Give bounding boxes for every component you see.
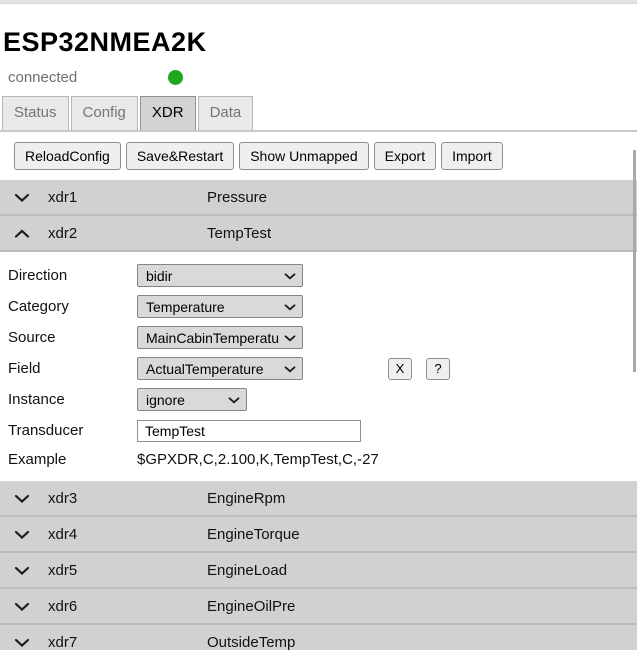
example-label: Example [8, 450, 67, 468]
tab-config[interactable]: Config [70, 96, 138, 130]
xdr-id: xdr1 [48, 188, 78, 206]
xdr-name: Pressure [207, 188, 268, 206]
source-label: Source [8, 329, 56, 346]
xdr-name: EngineLoad [207, 561, 288, 579]
direction-select[interactable]: bidir [137, 264, 303, 287]
chevron-down-icon [14, 494, 34, 503]
xdr-row-xdr7[interactable]: xdr7 OutsideTemp [0, 625, 637, 650]
tab-data[interactable]: Data [197, 96, 254, 130]
chevron-down-icon [14, 530, 34, 539]
example-value: $GPXDR,C,2.100,K,TempTest,C,-27 [137, 450, 379, 468]
instance-select[interactable]: ignore [137, 388, 247, 411]
scrollbar-thumb[interactable] [633, 150, 636, 372]
chevron-down-icon [14, 638, 34, 647]
instance-label: Instance [8, 391, 65, 408]
xdr-row-xdr3[interactable]: xdr3 EngineRpm [0, 481, 637, 517]
top-divider [0, 0, 637, 4]
xdr-row-xdr6[interactable]: xdr6 EngineOilPre [0, 589, 637, 625]
page-title: ESP32NMEA2K [3, 27, 207, 57]
save-restart-button[interactable]: Save&Restart [125, 142, 235, 170]
tab-status[interactable]: Status [2, 96, 69, 130]
toolbar: ReloadConfig Save&Restart Show Unmapped … [14, 142, 637, 170]
instance-row: Instance ignore [8, 388, 637, 411]
tab-bar: Status Config XDR Data [0, 96, 637, 132]
xdr-list: xdr1 Pressure xdr2 TempTest Direction bi… [0, 180, 637, 650]
source-row: Source MainCabinTemperature [8, 326, 637, 349]
xdr-name: EngineRpm [207, 489, 286, 507]
tab-xdr[interactable]: XDR [139, 96, 196, 130]
xdr-name: OutsideTemp [207, 633, 296, 650]
xdr2-edit-panel: Direction bidir Category Temperature [0, 252, 637, 481]
export-button[interactable]: Export [373, 142, 437, 170]
xdr-row-xdr1[interactable]: xdr1 Pressure [0, 180, 637, 216]
chevron-down-icon [14, 193, 34, 202]
xdr-name: EngineTorque [207, 525, 300, 543]
field-help-button[interactable]: ? [426, 357, 450, 380]
show-unmapped-button[interactable]: Show Unmapped [239, 142, 369, 170]
reload-config-button[interactable]: ReloadConfig [14, 142, 121, 170]
xdr-row-xdr2[interactable]: xdr2 TempTest [0, 216, 637, 252]
xdr-name: TempTest [207, 224, 272, 242]
xdr-row-xdr4[interactable]: xdr4 EngineTorque [0, 517, 637, 553]
field-select[interactable]: ActualTemperature [137, 357, 303, 380]
xdr-name: EngineOilPre [207, 597, 296, 615]
xdr-id: xdr6 [48, 597, 78, 615]
xdr-id: xdr3 [48, 489, 78, 507]
import-button[interactable]: Import [441, 142, 503, 170]
transducer-row: Transducer [8, 419, 637, 442]
transducer-label: Transducer [8, 422, 84, 439]
xdr-id: xdr5 [48, 561, 78, 579]
xdr-id: xdr4 [48, 525, 78, 543]
xdr-row-xdr5[interactable]: xdr5 EngineLoad [0, 553, 637, 589]
direction-label: Direction [8, 267, 68, 284]
category-select[interactable]: Temperature [137, 295, 303, 318]
example-row: Example $GPXDR,C,2.100,K,TempTest,C,-27 [8, 450, 637, 468]
xdr-id: xdr7 [48, 633, 78, 650]
field-label: Field [8, 360, 41, 377]
connected-status-dot [168, 70, 183, 85]
field-row: Field ActualTemperature X ? [8, 357, 637, 380]
field-clear-button[interactable]: X [388, 357, 412, 380]
category-label: Category [8, 298, 69, 315]
chevron-up-icon [14, 229, 34, 238]
direction-row: Direction bidir [8, 264, 637, 287]
connection-status: connected [8, 69, 637, 87]
source-select[interactable]: MainCabinTemperature [137, 326, 303, 349]
chevron-down-icon [14, 566, 34, 575]
connection-status-text: connected [8, 69, 78, 86]
category-row: Category Temperature [8, 295, 637, 318]
xdr-id: xdr2 [48, 224, 78, 242]
transducer-input[interactable] [137, 419, 361, 442]
chevron-down-icon [14, 602, 34, 611]
